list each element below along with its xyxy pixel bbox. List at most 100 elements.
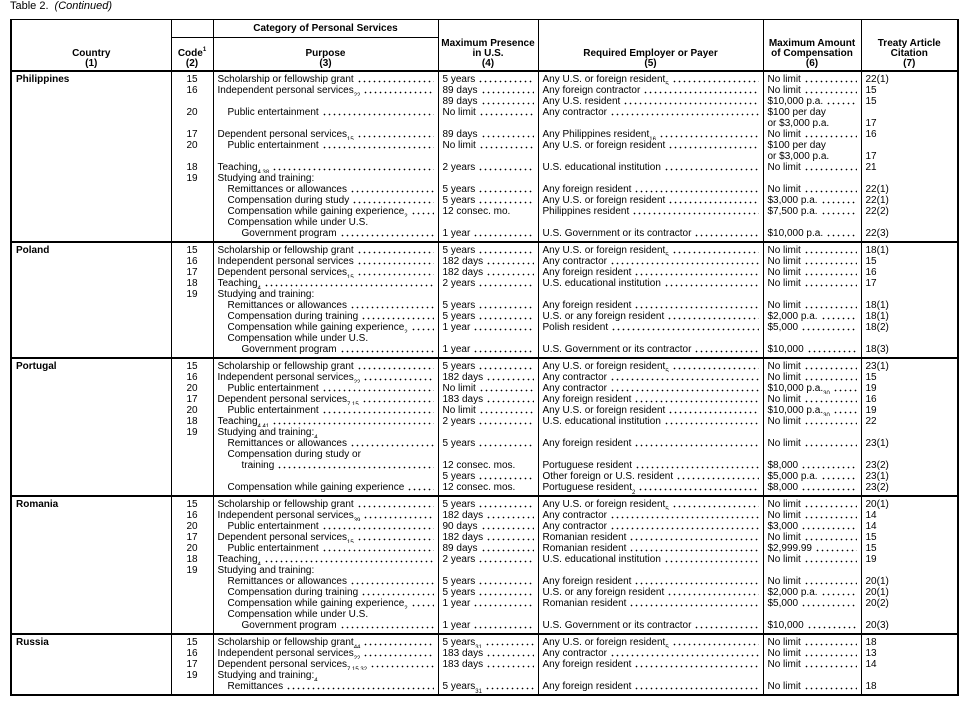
employer-value: Any U.S. or foreign resident — [542, 195, 666, 206]
citation-cell — [860, 217, 959, 228]
employer-cell: U.S. educational institution — [537, 554, 764, 565]
leader-dots — [806, 626, 857, 629]
employer-cell: U.S. educational institution — [537, 278, 764, 289]
leader-dots — [638, 488, 759, 491]
presence-value: 183 days — [442, 394, 484, 405]
leader-dots — [356, 505, 434, 508]
amount-cell: No limit — [762, 85, 862, 96]
amount-text: $10,000 p.a. 30 — [768, 383, 857, 394]
employer-value: Any foreign resident — [542, 438, 632, 449]
amount-cell: $100 per day — [762, 140, 862, 151]
employer-cell: Any U.S. or foreign resident 5 — [537, 495, 764, 510]
amount-text: No limit — [768, 438, 857, 449]
table-row: Government program 1 year U.S. Government … — [11, 344, 959, 358]
purpose-value: Teaching — [217, 162, 258, 173]
leader-dots — [634, 306, 759, 309]
table-row: Compensation during study 5 years Any U.S.… — [11, 195, 959, 206]
presence-value: 5 years — [442, 587, 476, 598]
amount-text: $2,000 p.a. — [768, 587, 857, 598]
presence-value: 5 years — [442, 438, 476, 449]
country-cell: Poland — [10, 241, 172, 358]
presence-cell — [437, 173, 539, 184]
employer-cell: Philippines resident — [537, 206, 764, 217]
citation-cell: 22(1) — [860, 70, 959, 85]
table-row: Remittances or allowances 5 years Any fore… — [11, 438, 959, 449]
table-row: Compensation while under U.S. — [11, 217, 959, 228]
leader-dots — [286, 687, 434, 690]
presence-value: 12 consec. mos. — [442, 460, 516, 471]
employer-value: Any U.S. or foreign resident — [542, 245, 666, 256]
purpose-value: Remittances or allowances — [227, 184, 348, 195]
citation-cell: 23(2) — [860, 460, 959, 471]
purpose-cell: Compensation while under U.S. — [212, 333, 439, 344]
amount-cell — [762, 289, 862, 300]
purpose-cell: Dependent personal services 15 — [212, 267, 439, 278]
leader-dots — [803, 378, 857, 381]
purpose-text: Compensation while gaining experience 2 — [228, 206, 434, 217]
table-row: Remittances or allowances 5 years Any fore… — [11, 576, 959, 587]
employer-value: Romanian resident — [542, 532, 627, 543]
leader-dots — [478, 113, 534, 116]
table-row: 20 Public entertainment 89 days Romanian re… — [11, 543, 959, 554]
purpose-cell: Dependent personal services 7,15 — [212, 394, 439, 405]
leader-dots — [486, 665, 534, 668]
table-row: 19 Studying and training: — [11, 289, 959, 300]
presence-cell — [437, 333, 539, 344]
presence-text: 5 years — [443, 587, 534, 598]
code-cell: 15 — [170, 633, 214, 648]
citation-cell: 20(1) — [860, 495, 959, 510]
purpose-cell: Scholarship or fellowship grant 44 — [212, 633, 439, 648]
employer-value: Any U.S. or foreign resident — [542, 140, 666, 151]
header-country: Country (1) — [10, 19, 172, 72]
amount-cell — [762, 609, 862, 620]
purpose-cell: Teaching 4,38 — [212, 162, 439, 173]
purpose-cell: Independent personal services 22 — [212, 372, 439, 383]
presence-text: 5 years — [443, 245, 534, 256]
presence-text: No limit — [443, 107, 534, 118]
purpose-value: Studying and training: — [217, 427, 315, 438]
amount-cell — [762, 449, 862, 460]
amount-text: No limit — [768, 256, 857, 267]
employer-text: Philippines resident — [543, 206, 759, 217]
citation-cell: 15 — [860, 372, 959, 383]
leader-dots — [486, 273, 534, 276]
leader-dots — [277, 466, 434, 469]
amount-cell: $100 per day — [762, 107, 862, 118]
purpose-text: Remittances or allowances — [228, 438, 434, 449]
presence-value: 1 year — [442, 322, 471, 333]
presence-text: No limit — [443, 140, 534, 151]
purpose-cell: Remittances or allowances — [212, 576, 439, 587]
amount-text: No limit — [768, 278, 857, 289]
leader-dots — [473, 604, 534, 607]
purpose-text: Remittances or allowances — [228, 576, 434, 587]
leader-dots — [815, 549, 857, 552]
citation-cell — [860, 289, 959, 300]
purpose-value: Government program — [241, 228, 337, 239]
employer-text: Any Philippines resident 16 — [543, 129, 759, 140]
employer-value: Any U.S. or foreign resident — [542, 74, 666, 85]
leader-dots — [634, 190, 759, 193]
code-cell — [170, 482, 214, 496]
amount-cell: or $3,000 p.a. — [762, 118, 862, 129]
table-row: Philippines 15 Scholarship or fellowship g… — [10, 70, 959, 242]
code-cell — [170, 460, 214, 471]
presence-cell: 1 year — [437, 620, 539, 634]
amount-cell: $10,000 — [762, 344, 862, 358]
presence-cell: 89 days — [437, 543, 539, 554]
code-cell: 16 — [170, 372, 214, 383]
code-cell — [170, 471, 214, 482]
citation-cell: 18(1) — [860, 311, 959, 322]
presence-text: 5 years — [443, 361, 534, 372]
citation-cell — [860, 670, 959, 681]
presence-cell: 2 years — [437, 278, 539, 289]
leader-dots — [473, 234, 534, 237]
presence-cell — [437, 427, 539, 438]
table-row: training 12 consec. mos. Portuguese reside… — [11, 460, 959, 471]
table-caption: Table 2. (Continued) — [10, 0, 112, 12]
presence-value: 2 years — [442, 554, 476, 565]
amount-value: $5,000 — [767, 322, 799, 333]
purpose-cell: Government program — [212, 228, 439, 242]
purpose-cell: Dependent personal services 15 — [212, 532, 439, 543]
leader-dots — [339, 350, 434, 353]
employer-value: Any foreign resident — [542, 184, 632, 195]
